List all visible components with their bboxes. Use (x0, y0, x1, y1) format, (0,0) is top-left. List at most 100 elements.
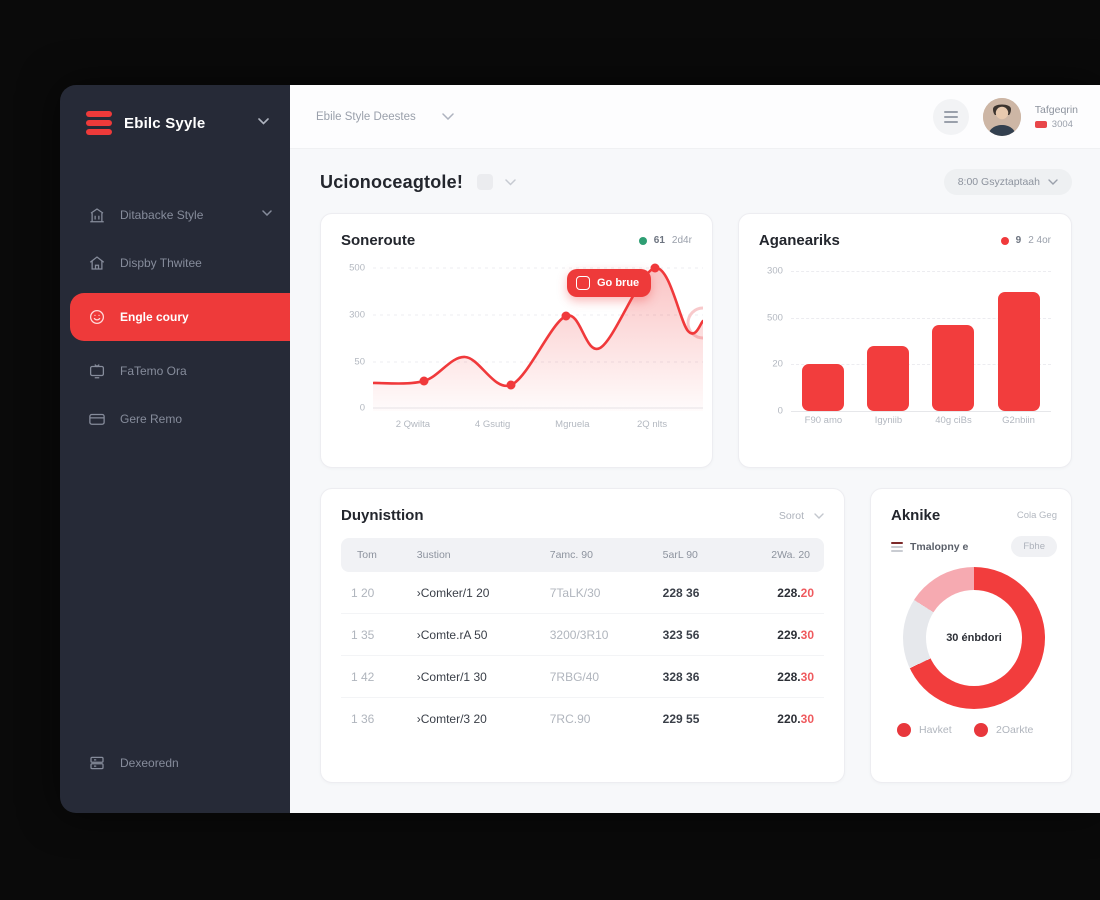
sidebar: Ebilc Syyle Ditabacke Style Dispby Thwit… (60, 85, 290, 813)
card-title: Duynisttion (341, 507, 424, 524)
avatar[interactable] (982, 97, 1021, 136)
ghost-point-icon (686, 306, 703, 340)
sidebar-footer: Dexeoredn (60, 739, 290, 813)
legend-item: 2Oarkte (974, 723, 1051, 737)
bar (867, 345, 910, 411)
page-title-row: Ucionoceagtole! 8:00 Gsyztaptaah (320, 169, 1072, 195)
bar-chart: 300 500 20 0 (759, 263, 1051, 433)
main-area: Ebile Style Deestes Tafgeqrin (290, 85, 1100, 813)
logo[interactable]: Ebilc Syyle (60, 85, 290, 145)
sort-label: Sorot (778, 509, 804, 522)
sort-dropdown[interactable]: Sorot (779, 510, 824, 522)
donut-card: Aknike Cola Geg Tmalopny e Fbhe (870, 488, 1072, 783)
data-point (419, 376, 429, 386)
legend-item: Havket (897, 723, 974, 737)
period-selector[interactable]: 8:00 Gsyztaptaah (943, 169, 1072, 195)
home-icon (88, 254, 106, 272)
table-row[interactable]: 1 42 ›Comter/1 30 7RBG/40 328 36 228.30 (341, 655, 824, 698)
topbar-right: Tafgeqrin 3004 (932, 97, 1078, 136)
legend-value: 61 (653, 235, 665, 246)
tooltip-label: Go brue (597, 277, 640, 289)
legend-dot-icon (974, 723, 988, 737)
bar (802, 364, 845, 411)
breadcrumb-dropdown[interactable]: Ebile Style Deestes (316, 111, 454, 123)
sidebar-item-label: Ditabacke Style (120, 208, 204, 222)
card-title: Soneroute (341, 232, 416, 249)
sidebar-item-gere-remo[interactable]: Gere Remo (60, 395, 290, 443)
donut-center-label: 30 énbdori (946, 632, 1002, 644)
logo-title: Ebilc Syyle (124, 114, 206, 132)
y-axis-labels: 500 300 50 0 (349, 262, 365, 414)
cards-row-2: Duynisttion Sorot Tom 3ustion 7amc. 90 (320, 488, 1072, 783)
breadcrumb: Ebile Style Deestes (316, 110, 416, 123)
menu-button[interactable] (932, 98, 969, 135)
filter-pill-label: Fbhe (1023, 541, 1045, 552)
bars (791, 263, 1051, 411)
tooltip-square-icon (576, 276, 590, 290)
sidebar-item-dispby-thwitee[interactable]: Dispby Thwitee (60, 239, 290, 287)
flag-badge-icon (1034, 120, 1047, 128)
title-badge (477, 174, 494, 190)
sidebar-item-dexeoredn[interactable]: Dexeoredn (60, 739, 290, 787)
dashboard-window: Ebilc Syyle Ditabacke Style Dispby Thwit… (60, 85, 1100, 813)
data-point (650, 263, 660, 273)
donut-legend: Havket 2Oarkte (891, 723, 1057, 737)
credit-card-icon (88, 410, 106, 428)
cards-row-1: Soneroute 61 2d4r 500 300 50 0 (320, 213, 1072, 468)
list-icon (891, 541, 903, 552)
card-title: Aganeariks (758, 232, 840, 249)
bank-icon (88, 206, 106, 224)
chevron-down-icon (1048, 179, 1058, 185)
sidebar-item-ditabacke-style[interactable]: Ditabacke Style (60, 191, 290, 239)
line-chart-card: Soneroute 61 2d4r 500 300 50 0 (320, 213, 713, 468)
sidebar-item-engle-coury[interactable]: Engle coury (70, 293, 290, 341)
table-row[interactable]: 1 36 ›Comter/3 20 7RC.90 229 55 220.30 (351, 711, 814, 726)
line-chart-legend: 61 2d4r (638, 235, 692, 246)
period-selector-label: 8:00 Gsyztaptaah (957, 176, 1040, 188)
content: Ucionoceagtole! 8:00 Gsyztaptaah Sonerou… (290, 149, 1100, 813)
table-header-row: Tom 3ustion 7amc. 90 5arL 90 2Wa. 20 (341, 538, 824, 572)
topbar: Ebile Style Deestes Tafgeqrin (290, 85, 1100, 149)
legend-value: 9 (1015, 235, 1022, 246)
donut-filter-row: Tmalopny e Fbhe (891, 536, 1057, 557)
sidebar-item-label: Dispby Thwitee (120, 256, 202, 270)
chevron-down-icon (258, 118, 269, 128)
bar-chart-card: Aganeariks 9 2 4or 300 500 20 0 (737, 213, 1072, 468)
bar (997, 292, 1040, 411)
sidebar-item-label: Gere Remo (120, 412, 183, 426)
logo-stack-icon (86, 111, 112, 135)
user-name: Tafgeqrin (1034, 103, 1078, 116)
user-badge: 3004 (1051, 118, 1073, 130)
monitor-icon (88, 362, 106, 380)
donut-chart: 30 énbdori (903, 567, 1045, 709)
bar-chart-legend: 9 2 4or (1000, 235, 1051, 246)
legend-dot-icon (638, 236, 647, 245)
sidebar-item-label: Engle coury (120, 310, 189, 324)
card-title: Aknike (891, 507, 941, 524)
sidebar-nav: Ditabacke Style Dispby Thwitee Engle cou… (60, 191, 290, 443)
sidebar-item-label: FaTemo Ora (120, 364, 187, 378)
user-meta: Tafgeqrin 3004 (1034, 103, 1078, 130)
chevron-down-icon (814, 512, 824, 519)
page-title: Ucionoceagtole! (320, 171, 464, 192)
smiley-icon (88, 308, 106, 326)
chevron-down-icon (262, 210, 272, 220)
data-table: Tom 3ustion 7amc. 90 5arL 90 2Wa. 20 1 2… (341, 538, 824, 739)
filter-pill-button[interactable]: Fbhe (1011, 536, 1057, 557)
legend-dot-icon (897, 723, 911, 737)
data-point (506, 380, 516, 390)
archive-icon (88, 754, 106, 772)
bar (932, 324, 975, 411)
line-chart: 500 300 50 0 (341, 262, 703, 433)
x-axis-labels: F90 amo Igyniib 40g ciBs G2nbiin (804, 415, 1035, 426)
legend-secondary: 2 4or (1028, 235, 1051, 246)
table-row[interactable]: 1 35 ›Comte.rA 50 3200/3R10 323 56 229.3… (341, 613, 824, 656)
chevron-down-icon (441, 113, 454, 120)
table-row[interactable]: 1 20 ›Comker/1 20 7TaLK/30 228 36 228.20 (341, 572, 824, 614)
legend-secondary: 2d4r (671, 235, 692, 246)
legend-dot-icon (1000, 236, 1009, 245)
data-point (561, 311, 571, 321)
filter-label: Tmalopny e (891, 541, 968, 553)
sidebar-item-fatemo-ora[interactable]: FaTemo Ora (60, 347, 290, 395)
x-axis-labels: 2 Qwilta 4 Gsutig Mgruela 2Q nlts (395, 419, 668, 430)
